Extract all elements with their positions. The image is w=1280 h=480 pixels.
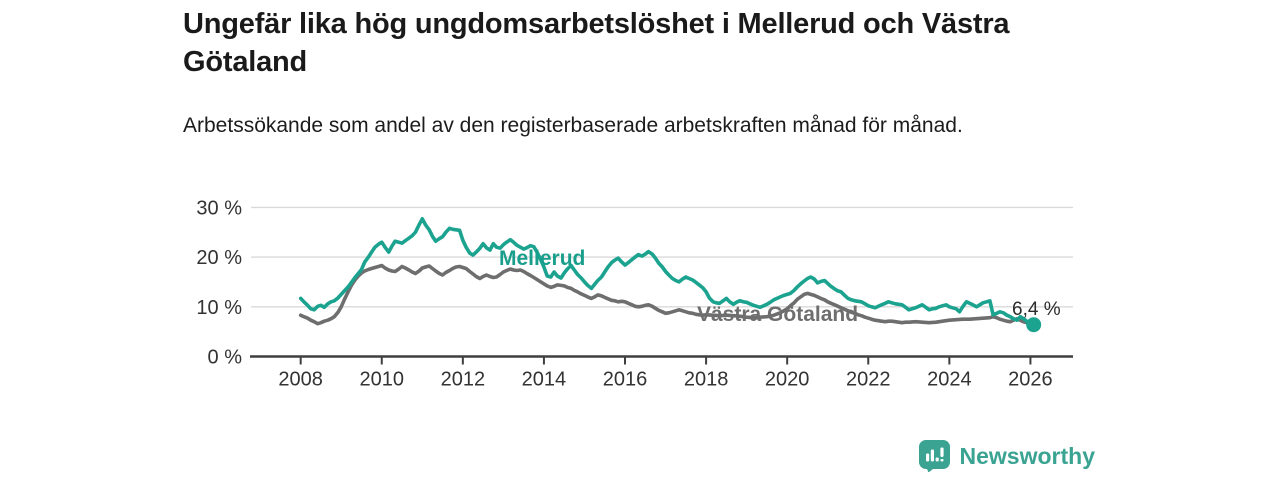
y-axis-tick-label: 20 % bbox=[196, 247, 242, 269]
endpoint-dot bbox=[1026, 317, 1042, 333]
x-axis-tick-label: 2022 bbox=[846, 369, 891, 391]
x-axis-tick-label: 2018 bbox=[684, 369, 729, 391]
x-axis-tick-label: 2014 bbox=[522, 369, 567, 391]
x-axis-tick-label: 2010 bbox=[360, 369, 405, 391]
x-axis-tick-label: 2020 bbox=[765, 369, 810, 391]
y-axis-tick-label: 10 % bbox=[196, 297, 242, 319]
series-label-vastra-gotaland: Västra Götaland bbox=[697, 303, 859, 326]
y-axis-tick-label: 30 % bbox=[196, 197, 242, 219]
series-line-v-stra-g-taland bbox=[298, 263, 1036, 327]
x-axis-tick-label: 2026 bbox=[1008, 369, 1053, 391]
chart-subtitle: Arbetssökande som andel av den registerb… bbox=[183, 114, 963, 137]
x-axis-tick-label: 2012 bbox=[441, 369, 486, 391]
y-axis-tick-label: 0 % bbox=[208, 347, 243, 369]
series-label-mellerud: Mellerud bbox=[499, 247, 586, 270]
page-title: Ungefär lika hög ungdomsarbetslöshet i M… bbox=[183, 8, 1010, 78]
newsworthy-brand-name: Newsworthy bbox=[959, 442, 1095, 469]
newsworthy-logo-icon bbox=[918, 440, 950, 472]
endpoint-value-label: 6,4 % bbox=[1012, 299, 1061, 320]
series-line-mellerud bbox=[298, 217, 1036, 327]
x-axis-tick-label: 2024 bbox=[927, 369, 972, 391]
x-axis-tick-label: 2008 bbox=[278, 369, 323, 391]
x-axis-tick-label: 2016 bbox=[603, 369, 648, 391]
newsworthy-attribution: Newsworthy bbox=[918, 440, 1095, 472]
